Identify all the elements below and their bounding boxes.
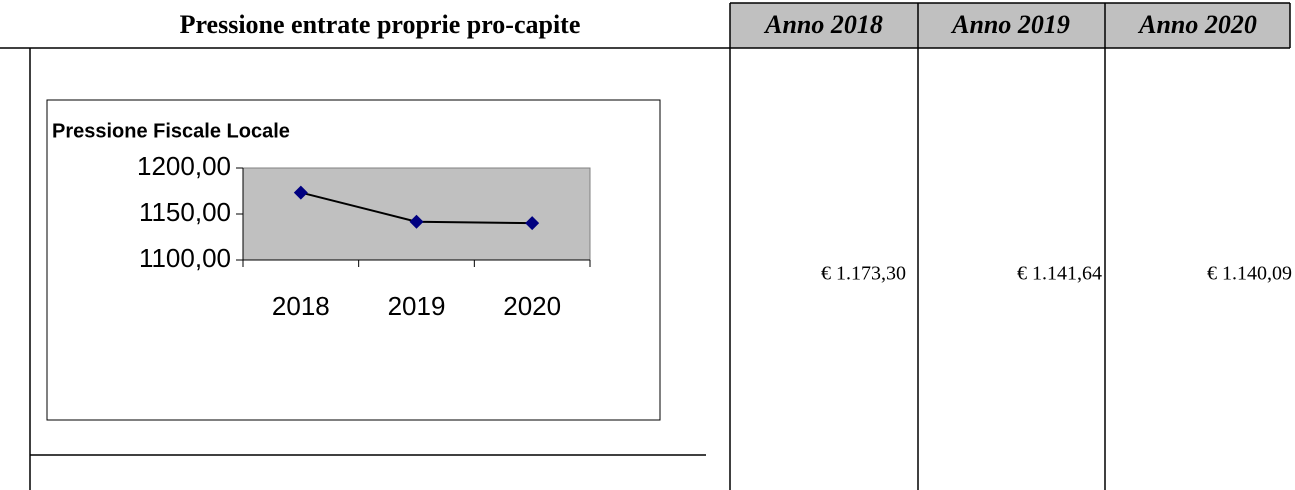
data-point	[409, 214, 424, 229]
value-cell: € 1.173,30	[821, 263, 906, 285]
y-tick-label: 1100,00	[139, 243, 231, 273]
data-point	[293, 185, 308, 200]
header-cell: Pressione entrate proprie pro-capite	[180, 10, 581, 39]
plot-area	[242, 167, 591, 261]
y-tick-label: 1150,00	[139, 197, 231, 227]
value-cell: € 1.140,09	[1207, 263, 1292, 285]
x-tick-label: 2018	[272, 291, 330, 321]
value-cell: € 1.141,64	[1017, 263, 1102, 285]
header-cell: Anno 2018	[763, 10, 883, 39]
y-tick-label: 1200,00	[137, 151, 231, 181]
header-cell: Anno 2019	[950, 10, 1070, 39]
chart-title: Pressione Fiscale Locale	[52, 120, 290, 142]
x-tick-label: 2020	[503, 291, 561, 321]
data-point	[525, 216, 540, 231]
header-cell: Anno 2020	[1137, 10, 1257, 39]
x-tick-label: 2019	[388, 291, 446, 321]
header-shade	[730, 3, 1290, 48]
